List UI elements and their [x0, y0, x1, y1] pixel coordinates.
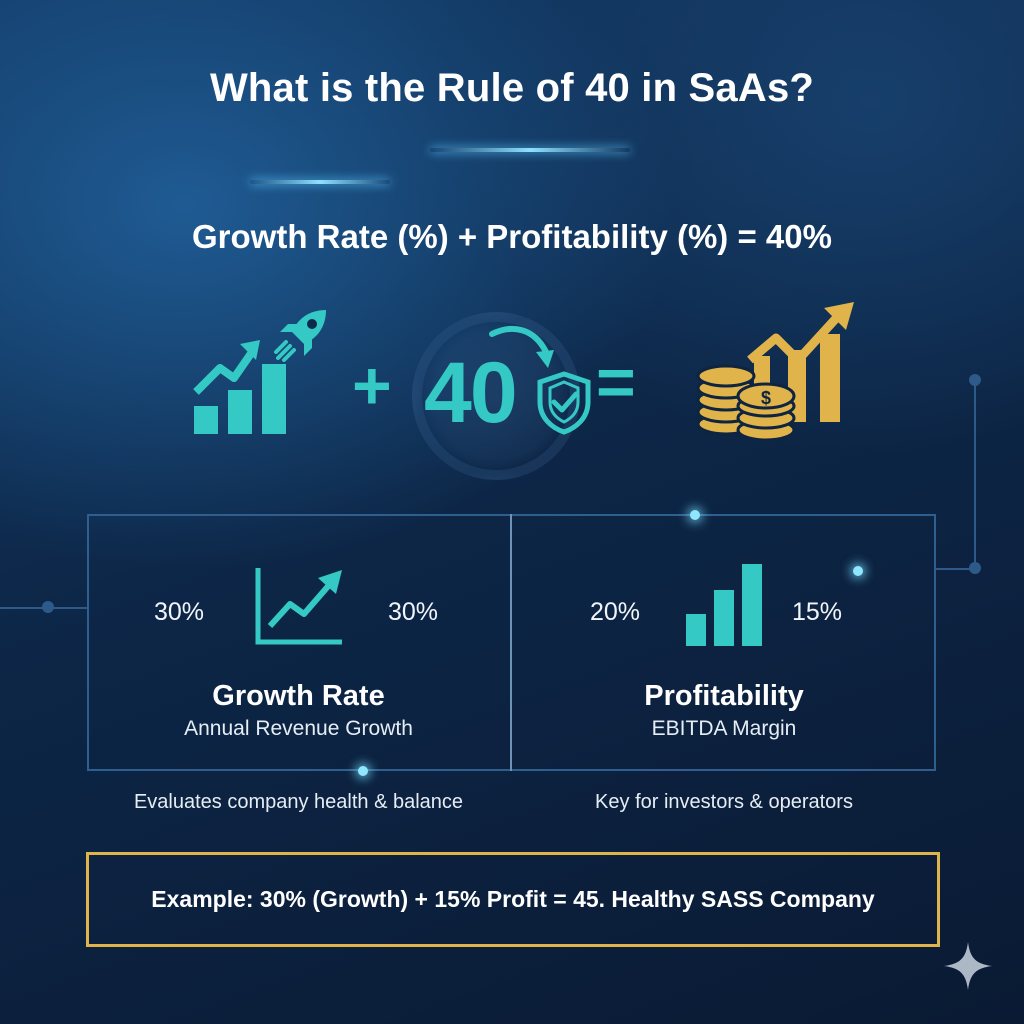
growth-title: Growth Rate [212, 680, 385, 712]
growth-left-value: 30% [154, 598, 205, 626]
glow-dot [358, 766, 368, 776]
shield-check-icon [536, 370, 592, 436]
glow-streak [250, 180, 390, 184]
growth-bars-icon [190, 330, 298, 436]
growth-caption: Evaluates company health & balance [133, 791, 464, 813]
rocket-icon [270, 304, 332, 366]
circuit-node [969, 374, 981, 386]
sparkle-icon [942, 940, 994, 992]
svg-text:$: $ [761, 388, 771, 408]
bar-chart-icon [684, 562, 766, 648]
example-box: Example: 30% (Growth) + 15% Profit = 45.… [86, 852, 940, 947]
circuit-node [42, 601, 54, 613]
profit-subtitle: EBITDA Margin [651, 717, 797, 740]
circuit-line [936, 568, 976, 570]
glow-dot [853, 566, 863, 576]
profit-caption: Key for investors & operators [595, 791, 853, 813]
profit-right-value: 15% [792, 598, 843, 626]
forty-value: 40 [424, 345, 518, 441]
profit-left-value: 20% [590, 598, 641, 626]
glow-dot [690, 510, 700, 520]
formula-text: Growth Rate (%) + Profitability (%) = 40… [192, 218, 832, 255]
equals-sign: = [596, 344, 636, 420]
line-chart-icon [252, 566, 346, 648]
example-text: Example: 30% (Growth) + 15% Profit = 45.… [151, 886, 875, 912]
cycle-arrow-icon [488, 322, 558, 382]
page-title: What is the Rule of 40 in SaAs? [209, 66, 815, 110]
profit-title: Profitability [644, 680, 804, 712]
circuit-line [974, 380, 976, 570]
growth-right-value: 30% [388, 598, 439, 626]
card-divider [510, 514, 512, 771]
circuit-node [969, 562, 981, 574]
plus-sign: + [352, 348, 392, 424]
growth-subtitle: Annual Revenue Growth [184, 717, 413, 740]
glow-streak [430, 148, 630, 152]
coins-chart-icon: $ [694, 298, 856, 444]
